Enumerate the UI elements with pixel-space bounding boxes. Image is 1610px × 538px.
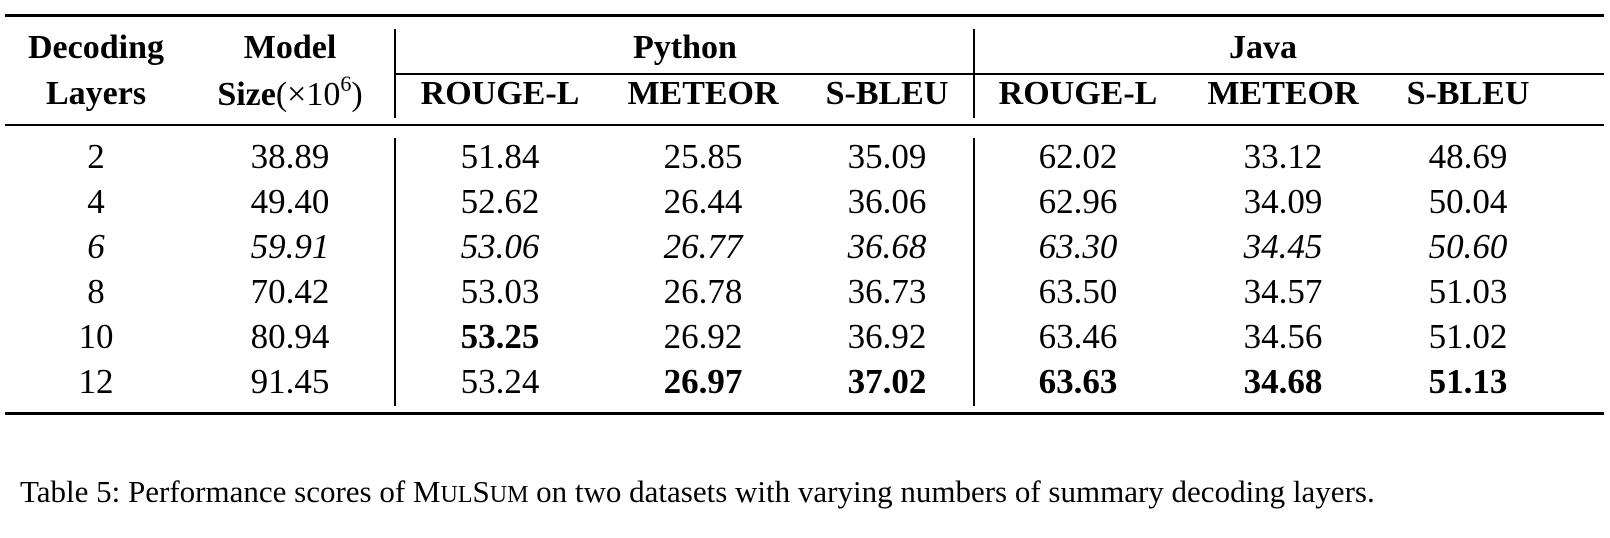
header-java-group: Java (1229, 29, 1297, 66)
cell-size: 80.94 (250, 317, 330, 356)
body-separator-right (973, 138, 975, 406)
header-size: Size(×106) (217, 71, 363, 114)
cell-python-meteor-best: 26.97 (663, 362, 743, 401)
cell-java-sbleu-best: 51.13 (1428, 362, 1508, 401)
java-group-rule (975, 73, 1604, 75)
cell-java-sbleu: 51.02 (1428, 317, 1508, 356)
cell-python-sbleu: 36.92 (847, 317, 927, 356)
header-model: Model (243, 29, 337, 66)
cell-java-meteor: 33.12 (1243, 137, 1323, 176)
header-python-sbleu: S-BLEU (825, 75, 949, 112)
cell-python-sbleu: 35.09 (847, 137, 927, 176)
cell-java-rouge: 62.02 (1038, 137, 1118, 176)
header-layers: Layers (45, 75, 147, 112)
cell-python-meteor: 26.92 (663, 317, 743, 356)
cell-java-meteor-best: 34.68 (1243, 362, 1323, 401)
header-separator-left (394, 29, 396, 118)
table-top-rule (5, 14, 1604, 17)
cell-python-rouge: 51.84 (460, 137, 540, 176)
header-java-rouge: ROUGE-L (998, 75, 1158, 112)
cell-size: 70.42 (250, 272, 330, 311)
cell-layers: 8 (87, 272, 105, 311)
cell-layers: 6 (87, 227, 105, 266)
header-python-rouge: ROUGE-L (420, 75, 580, 112)
cell-java-sbleu: 51.03 (1428, 272, 1508, 311)
body-separator-left (394, 138, 396, 406)
cell-java-rouge-best: 63.63 (1038, 362, 1118, 401)
cell-layers: 12 (78, 362, 114, 401)
header-python-meteor: METEOR (627, 75, 779, 112)
header-decoding: Decoding (28, 29, 164, 66)
cell-python-rouge-best: 53.25 (460, 317, 540, 356)
cell-java-sbleu: 50.04 (1428, 182, 1508, 221)
cell-java-sbleu: 50.60 (1428, 227, 1508, 266)
cell-java-meteor: 34.56 (1243, 317, 1323, 356)
cell-python-meteor: 26.78 (663, 272, 743, 311)
cell-python-sbleu: 36.06 (847, 182, 927, 221)
cell-layers: 4 (87, 182, 105, 221)
cell-java-meteor: 34.09 (1243, 182, 1323, 221)
header-separator-right (973, 29, 975, 118)
table-bottom-rule (5, 412, 1604, 415)
cell-python-rouge: 53.24 (460, 362, 540, 401)
cell-java-meteor: 34.45 (1243, 227, 1323, 266)
cell-java-meteor: 34.57 (1243, 272, 1323, 311)
cell-size: 38.89 (250, 137, 330, 176)
header-java-meteor: METEOR (1207, 75, 1359, 112)
table-caption: Table 5: Performance scores of MULSUM on… (20, 474, 1375, 509)
cell-python-meteor: 25.85 (663, 137, 743, 176)
cell-size: 49.40 (250, 182, 330, 221)
cell-python-rouge: 52.62 (460, 182, 540, 221)
cell-java-rouge: 63.46 (1038, 317, 1118, 356)
cell-layers: 10 (78, 317, 114, 356)
cell-python-rouge: 53.03 (460, 272, 540, 311)
header-python-group: Python (633, 29, 737, 66)
cell-python-rouge: 53.06 (460, 227, 540, 266)
cell-java-rouge: 62.96 (1038, 182, 1118, 221)
cell-python-sbleu-best: 37.02 (847, 362, 927, 401)
cell-size: 59.91 (250, 227, 330, 266)
cell-java-rouge: 63.50 (1038, 272, 1118, 311)
cell-python-sbleu: 36.73 (847, 272, 927, 311)
header-java-sbleu: S-BLEU (1406, 75, 1530, 112)
cell-java-rouge: 63.30 (1038, 227, 1118, 266)
cell-python-sbleu: 36.68 (847, 227, 927, 266)
table-header-rule (5, 124, 1604, 126)
cell-size: 91.45 (250, 362, 330, 401)
cell-python-meteor: 26.77 (663, 227, 743, 266)
cell-java-sbleu: 48.69 (1428, 137, 1508, 176)
cell-layers: 2 (87, 137, 105, 176)
python-group-rule (396, 73, 974, 75)
cell-python-meteor: 26.44 (663, 182, 743, 221)
